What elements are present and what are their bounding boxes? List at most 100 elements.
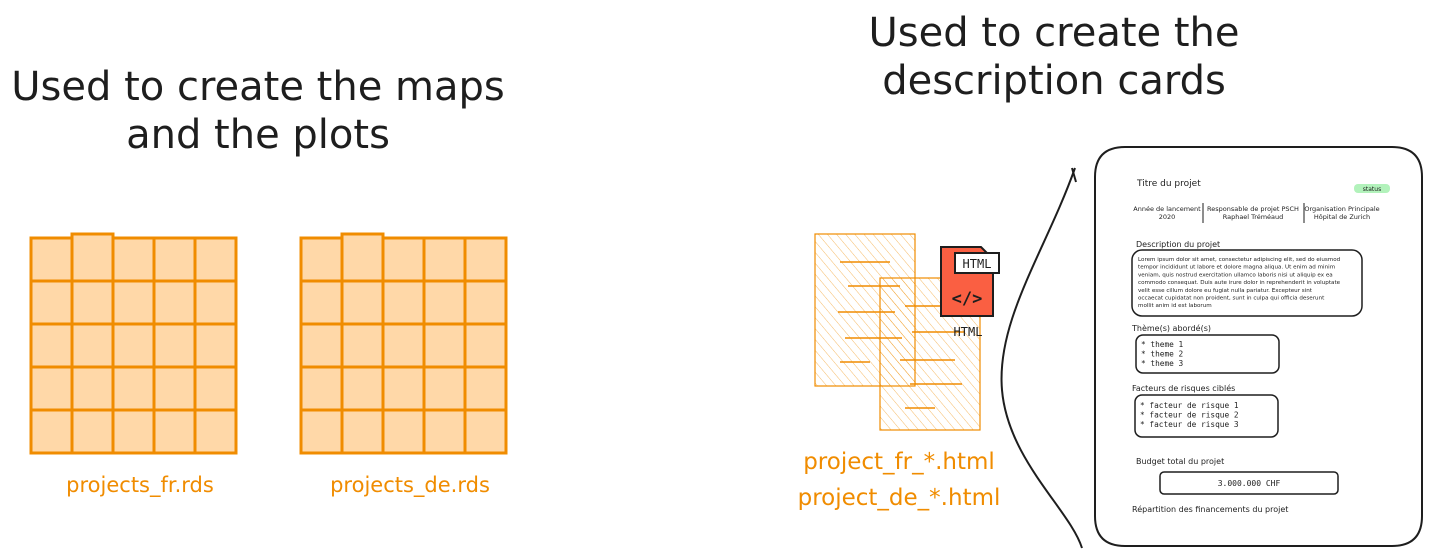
risks-box: [1134, 394, 1279, 438]
grid-fr-cell: [111, 279, 156, 326]
grid-de-cell: [463, 365, 508, 412]
right-title-line1: Used to create the: [868, 10, 1239, 56]
description-line: tempor incididunt ut labore et dolore ma…: [1138, 265, 1335, 271]
grid-de-cell: [340, 279, 385, 326]
grid-fr-cell: [193, 365, 238, 412]
risk-item: * facteur de risque 3: [1140, 420, 1239, 429]
grid-de-cell: [422, 365, 467, 412]
grid-de-cell: [381, 365, 426, 412]
grid-de-cell: [299, 236, 344, 283]
theme-item: * theme 2: [1141, 350, 1184, 359]
grid-de-cell: [340, 322, 385, 369]
theme-item: * theme 1: [1141, 340, 1184, 349]
risk-item: * facteur de risque 2: [1140, 411, 1239, 420]
meta-organisation-value: Hôpital de Zurich: [1314, 213, 1370, 221]
grid-fr-cell: [152, 279, 197, 326]
grid-de-cell: [422, 322, 467, 369]
risks-list: * facteur de risque 1* facteur de risque…: [1140, 401, 1239, 429]
html-label-de: project_de_*.html: [798, 485, 1001, 511]
risks-heading: Facteurs de risques ciblés: [1132, 383, 1235, 393]
grid-de-cell: [340, 365, 385, 412]
meta-launch-year-label: Année de lancement: [1133, 205, 1201, 213]
left-title-line1: Used to create the maps: [11, 64, 504, 110]
description-line: Lorem ipsum dolor sit amet, consectetur …: [1138, 257, 1341, 263]
grid-fr-cell: [29, 322, 74, 369]
dataset-grid-de: [299, 232, 508, 455]
grid-fr-cell: [152, 365, 197, 412]
grid-fr-cell: [193, 322, 238, 369]
description-card: Titre du projet status Année de lancemen…: [1094, 146, 1423, 547]
budget-value: 3.000.000 CHF: [1218, 479, 1281, 488]
grid-de-cell: [381, 408, 426, 455]
grid-de-cell: [463, 279, 508, 326]
grid-fr-cell: [111, 408, 156, 455]
bracket-curve: [1000, 167, 1083, 549]
grid-fr-cell: [111, 365, 156, 412]
meta-manager-label: Responsable de projet PSCH: [1207, 205, 1299, 213]
grid-fr-cell: [193, 236, 238, 283]
description-box: [1131, 249, 1363, 317]
grid-de-cell: [299, 408, 344, 455]
grid-de-cell: [422, 408, 467, 455]
theme-item: * theme 3: [1141, 359, 1184, 368]
status-badge: [1354, 184, 1390, 193]
grid-fr-cell: [193, 408, 238, 455]
grid-fr-cell: [111, 236, 156, 283]
grid-de-cell: [299, 322, 344, 369]
description-text: Lorem ipsum dolor sit amet, consectetur …: [1138, 257, 1341, 309]
grid-fr-cell: [70, 408, 115, 455]
grid-de-cell: [381, 279, 426, 326]
grid-fr-cell: [70, 365, 115, 412]
html-file-stack: HTML </> HTML: [814, 233, 1000, 431]
themes-box: [1135, 334, 1280, 374]
description-line: velit esse cillum dolore eu fugiat nulla…: [1138, 288, 1313, 294]
meta-organisation-label: Organisation Principale: [1304, 205, 1379, 213]
grid-fr-cell: [193, 279, 238, 326]
grid-fr-cell: [29, 408, 74, 455]
grid-de-cell: [422, 236, 467, 283]
right-title-line2: description cards: [882, 58, 1226, 104]
left-title-line2: and the plots: [126, 112, 390, 158]
grid-de-cell: [381, 322, 426, 369]
grid-de-cell: [340, 408, 385, 455]
grid-de-cell: [463, 322, 508, 369]
description-line: occaecat cupidatat non proident, sunt in…: [1138, 296, 1325, 302]
card-frame: [1094, 146, 1423, 547]
dataset-label-fr: projects_fr.rds: [66, 473, 214, 498]
budget-heading: Budget total du projet: [1136, 457, 1224, 466]
grid-de-cell: [381, 236, 426, 283]
budget-box: [1159, 471, 1339, 495]
grid-fr-cell: [70, 322, 115, 369]
grid-de-cell: [463, 408, 508, 455]
description-line: veniam, quis nostrud exercitation ullamc…: [1138, 272, 1333, 278]
grid-fr-cell: [152, 408, 197, 455]
card-title: Titre du projet: [1136, 179, 1201, 189]
html-badge-label: HTML: [963, 257, 992, 271]
code-glyph: </>: [952, 289, 983, 309]
html-label-fr: project_fr_*.html: [803, 449, 995, 475]
bracket-tick: [1071, 167, 1077, 183]
grid-de-cell: [340, 232, 385, 283]
grid-de-cell: [422, 279, 467, 326]
risk-item: * facteur de risque 1: [1140, 401, 1239, 410]
meta-manager-value: Raphael Tréméaud: [1223, 213, 1284, 221]
grid-fr-cell: [70, 232, 115, 283]
dataset-grid-fr: [29, 232, 238, 455]
description-line: mollit anim id est laborum: [1138, 303, 1212, 309]
grid-fr-cell: [70, 279, 115, 326]
grid-de-cell: [299, 279, 344, 326]
themes-heading: Thème(s) abordé(s): [1131, 323, 1211, 333]
html-icon-caption: HTML: [954, 325, 983, 339]
themes-list: * theme 1* theme 2* theme 3: [1141, 340, 1184, 368]
funding-heading: Répartition des financements du projet: [1132, 504, 1288, 514]
meta-launch-year-value: 2020: [1159, 213, 1176, 221]
html-badge: [954, 252, 1000, 274]
dataset-label-de: projects_de.rds: [330, 473, 490, 498]
description-line: commodo consequat. Duis aute irure dolor…: [1138, 280, 1341, 286]
grid-fr-cell: [29, 365, 74, 412]
grid-fr-cell: [152, 322, 197, 369]
grid-fr-cell: [29, 279, 74, 326]
grid-de-cell: [463, 236, 508, 283]
status-badge-label: status: [1363, 186, 1381, 193]
